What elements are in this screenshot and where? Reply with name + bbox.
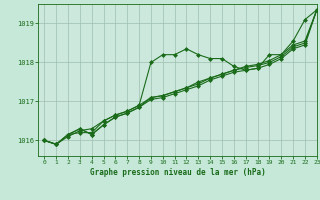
X-axis label: Graphe pression niveau de la mer (hPa): Graphe pression niveau de la mer (hPa) xyxy=(90,168,266,177)
